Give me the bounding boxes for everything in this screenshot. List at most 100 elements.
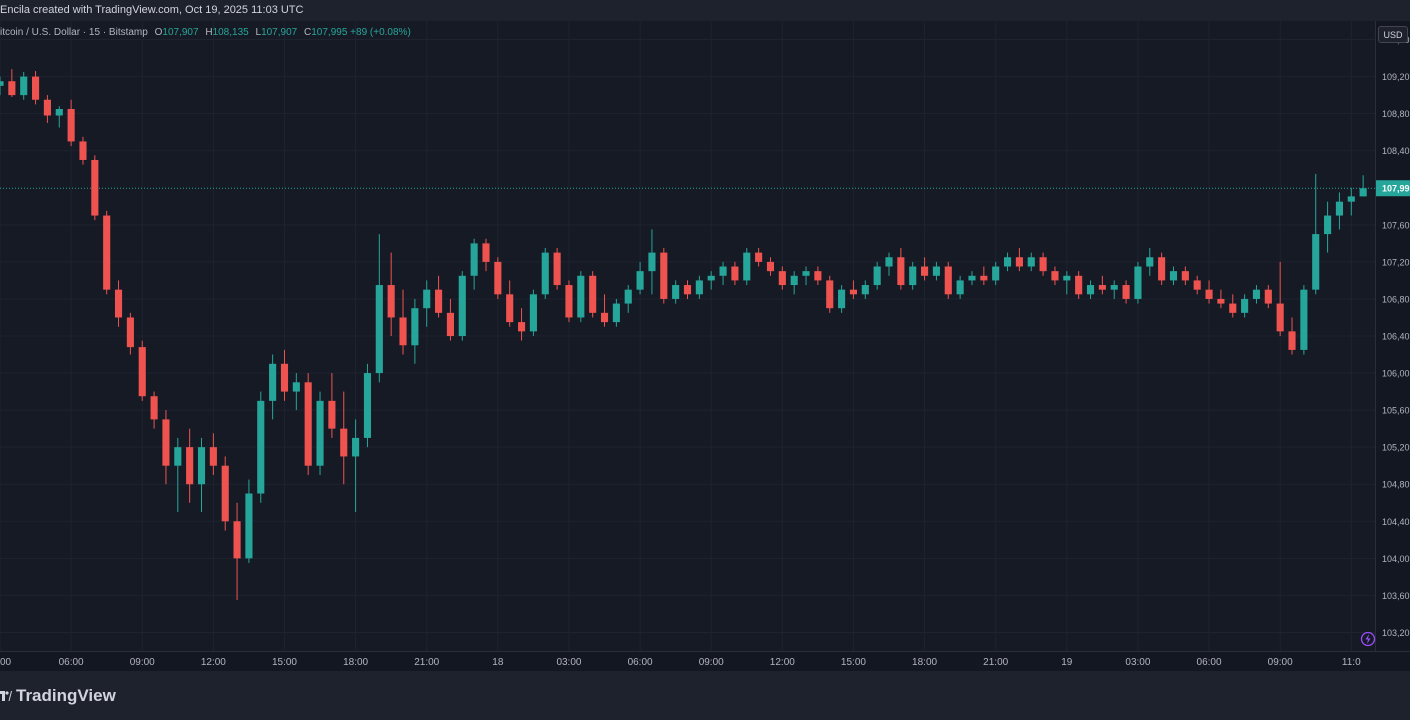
time-tick-label: 09:00 [1268, 657, 1293, 668]
time-tick-label: 09:00 [699, 657, 724, 668]
candle-body [600, 312, 609, 323]
candle-body [209, 447, 217, 466]
candle-body [8, 81, 16, 96]
candle-body [1288, 331, 1296, 350]
legend-symbol: itcoin / U.S. Dollar · 15 · Bitstamp [0, 27, 148, 38]
candle-body [174, 447, 182, 466]
currency-button[interactable]: USD [1378, 26, 1408, 43]
candle-body [1146, 257, 1154, 267]
price-tick-label: 103,20 [1382, 628, 1410, 638]
candle-body [1193, 280, 1201, 290]
candle-body [0, 81, 4, 86]
candle-body [162, 419, 170, 466]
candle-body [1027, 257, 1035, 267]
tradingview-brand[interactable]: TradingView [0, 686, 116, 706]
candle-body [506, 294, 514, 323]
candle-body [589, 275, 597, 313]
candle-body [257, 400, 265, 494]
candle-body [1086, 285, 1095, 295]
candle-body [672, 285, 680, 299]
time-axis[interactable]: 00 06:00 09:00 12:00 15:00 18:00 21:00 18 03:00 0… [0, 651, 1410, 671]
candle-body [233, 521, 241, 559]
candle-body [43, 99, 51, 116]
candle-body [197, 447, 206, 485]
candle-body [1324, 215, 1332, 235]
candle-body [55, 109, 63, 116]
candle-body [861, 285, 869, 295]
candle-body [980, 275, 988, 281]
candle-body [909, 266, 917, 286]
candle-body [280, 363, 289, 392]
candle-body [1169, 271, 1178, 281]
candle-body [814, 271, 822, 281]
legend-close: 107,995 [311, 27, 348, 38]
price-tick-label: 104,80 [1382, 480, 1410, 490]
candle-body [624, 289, 632, 304]
candle-body [1003, 257, 1012, 267]
candle-body [660, 252, 668, 299]
legend-open: 107,907 [162, 27, 199, 38]
candle-body [968, 275, 976, 281]
candle-body [1252, 289, 1261, 299]
lightning-icon[interactable] [1360, 631, 1376, 647]
legend-change: +89 (+0.08%) [350, 27, 411, 38]
price-tick-label: 107,60 [1382, 220, 1410, 230]
candle-body [458, 275, 466, 336]
legend-high-label: H [205, 27, 213, 38]
price-tick-label: 104,00 [1382, 554, 1410, 564]
candle-body [778, 271, 786, 286]
chart-legend: itcoin / U.S. Dollar · 15 · Bitstamp O10… [0, 27, 411, 38]
candle-body [553, 252, 561, 286]
candle-body [126, 317, 134, 348]
candle-body [1063, 275, 1071, 281]
time-tick-label: 06:00 [628, 657, 653, 668]
candle-body [695, 280, 703, 295]
candle-body [340, 428, 348, 457]
candle-body [1335, 201, 1343, 216]
time-tick-label: 06:00 [1197, 657, 1222, 668]
candle-body [32, 76, 40, 100]
price-tick-label: 107,20 [1382, 257, 1410, 267]
price-tick-label: 108,80 [1382, 109, 1410, 119]
candle-body [352, 437, 360, 457]
candle-body [1122, 285, 1130, 299]
candle-body [328, 400, 336, 429]
candle-body [363, 373, 372, 438]
candle-body [1300, 289, 1308, 350]
candle-body [802, 271, 810, 276]
price-axis[interactable]: 109,60109,20108,80108,40107,60107,20106,… [1375, 21, 1410, 651]
candle-body [683, 285, 692, 295]
candle-body [992, 266, 1000, 281]
chart-plot-area[interactable] [0, 21, 1375, 651]
candle-body [269, 363, 277, 401]
candle-body [885, 257, 893, 267]
candle-body [766, 261, 775, 272]
legend-open-label: O [154, 27, 163, 38]
candle-body [1217, 298, 1225, 304]
brand-name: TradingView [16, 686, 116, 705]
candle-body [1134, 266, 1142, 299]
candle-body [67, 109, 75, 142]
candle-body [446, 312, 454, 336]
candle-body [1229, 303, 1237, 313]
candle-body [20, 76, 28, 96]
time-tick-label: 15:00 [841, 657, 866, 668]
time-tick-label: 06:00 [59, 657, 84, 668]
time-tick-label: 18:00 [343, 657, 368, 668]
footer [0, 671, 1410, 720]
time-tick-label: 19 [1061, 657, 1073, 668]
candle-body [636, 271, 644, 290]
candlestick-chart[interactable] [0, 21, 1375, 651]
candle-body [541, 252, 549, 295]
candle-body [897, 257, 905, 286]
time-tick-label: 15:00 [272, 657, 297, 668]
candle-body [1241, 298, 1249, 313]
candle-body [956, 280, 964, 295]
candle-body [470, 243, 478, 276]
attribution-text: Encila created with TradingView.com, Oct… [0, 4, 304, 16]
candle-body [921, 266, 929, 276]
last-price-label: 107,99 [1382, 184, 1410, 194]
candle-body [648, 252, 656, 272]
tradingview-logo-icon [0, 691, 12, 701]
time-tick-label: 00 [0, 657, 12, 668]
